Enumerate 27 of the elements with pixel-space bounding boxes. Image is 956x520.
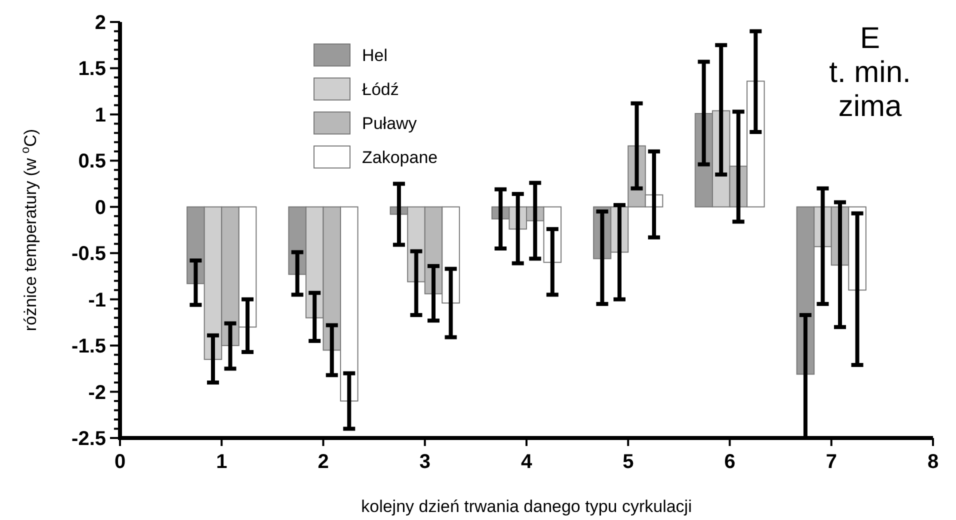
y-tick-label: -0.5 xyxy=(72,243,106,266)
legend-label: Hel xyxy=(362,46,388,65)
x-tick-label: 0 xyxy=(114,451,126,473)
x-tick-label: 3 xyxy=(419,451,430,473)
y-tick-label: -2.5 xyxy=(72,428,106,450)
annotation: E xyxy=(860,22,880,55)
y-tick-label: -1 xyxy=(88,289,106,312)
y-tick-label: -2 xyxy=(88,382,106,404)
legend-label: Łódź xyxy=(362,80,399,99)
annotation: t. min. xyxy=(829,56,911,89)
y-tick-label: 0.5 xyxy=(78,150,106,173)
x-tick-label: 4 xyxy=(520,451,533,473)
y-tick-label: 2 xyxy=(94,12,106,34)
x-axis-title: kolejny dzień trwania danego typu cyrkulacji xyxy=(361,497,692,516)
y-tick-label: 0 xyxy=(94,196,106,219)
y-tick-label: 1.5 xyxy=(78,58,106,80)
x-tick-label: 1 xyxy=(216,451,228,473)
x-tick-label: 5 xyxy=(622,451,634,473)
x-tick-label: 8 xyxy=(927,451,939,473)
legend-label: Zakopane xyxy=(362,148,438,167)
x-tick-label: 2 xyxy=(318,451,329,473)
legend-label: Puławy xyxy=(362,114,418,133)
y-tick-label: 1 xyxy=(94,104,106,126)
annotation: zima xyxy=(838,90,902,123)
x-tick-label: 6 xyxy=(724,451,736,473)
x-tick-label: 7 xyxy=(826,451,837,473)
y-tick-label: -1.5 xyxy=(72,336,106,358)
